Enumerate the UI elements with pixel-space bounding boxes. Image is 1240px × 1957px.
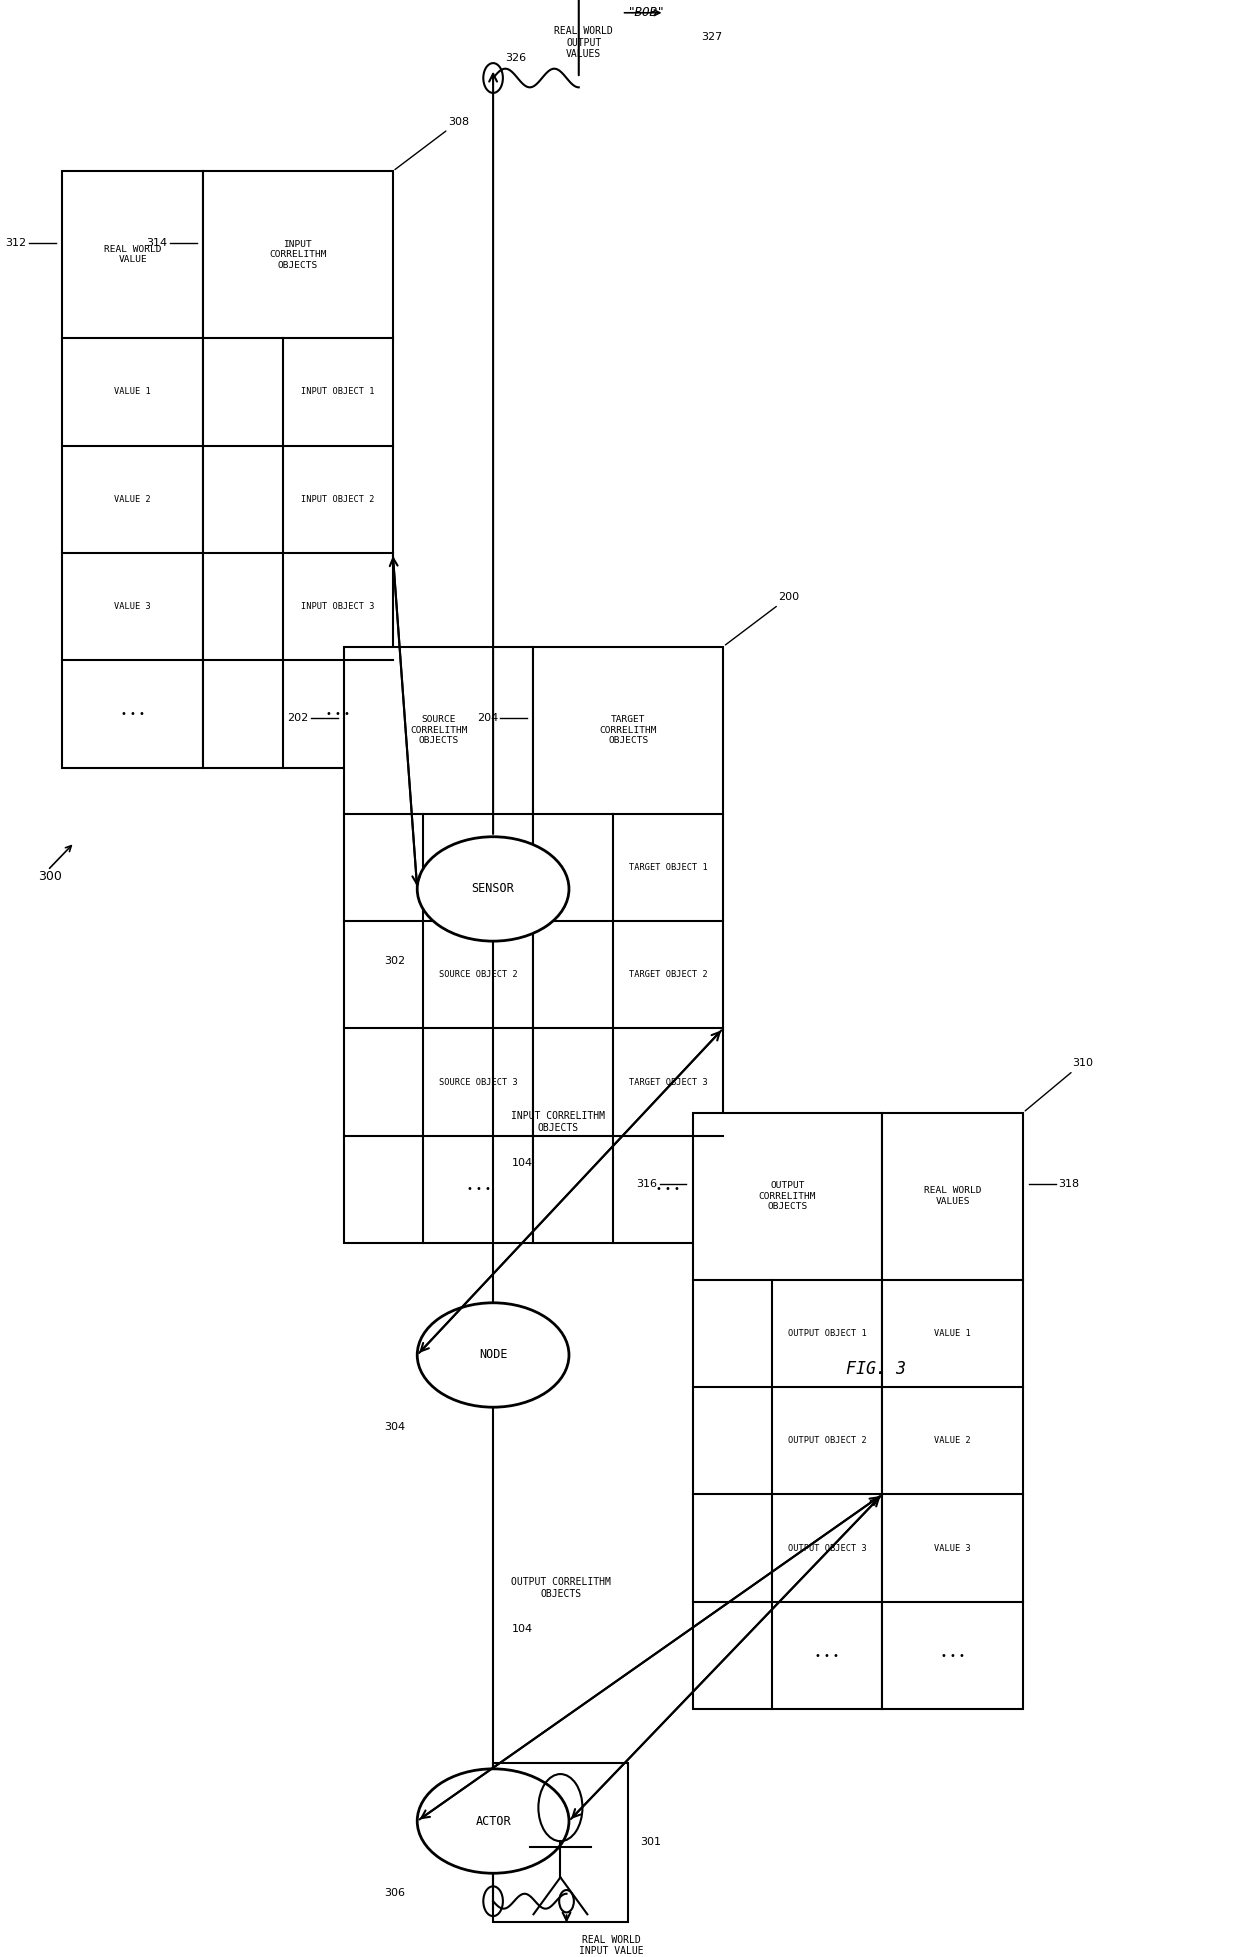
Text: 327: 327: [701, 31, 723, 41]
Text: • • •: • • •: [326, 708, 350, 718]
Text: VALUE 2: VALUE 2: [934, 1436, 971, 1446]
Text: 301: 301: [640, 1838, 661, 1847]
Text: 312: 312: [6, 239, 27, 249]
Text: 300: 300: [37, 869, 62, 883]
Text: 320: 320: [539, 1910, 560, 1920]
Text: OUTPUT CORRELITHM
OBJECTS: OUTPUT CORRELITHM OBJECTS: [511, 1577, 611, 1599]
Text: • • •: • • •: [466, 1184, 490, 1194]
Text: • • •: • • •: [656, 1184, 680, 1194]
Text: REAL WORLD
VALUE: REAL WORLD VALUE: [104, 245, 161, 264]
Bar: [494, 1763, 627, 1922]
Text: OUTPUT OBJECT 2: OUTPUT OBJECT 2: [787, 1436, 867, 1446]
Text: OUTPUT
CORRELITHM
OBJECTS: OUTPUT CORRELITHM OBJECTS: [759, 1182, 816, 1211]
Text: TARGET OBJECT 2: TARGET OBJECT 2: [629, 971, 708, 978]
Text: INPUT OBJECT 2: INPUT OBJECT 2: [301, 495, 374, 503]
Text: TARGET
CORRELITHM
OBJECTS: TARGET CORRELITHM OBJECTS: [600, 714, 657, 746]
Text: 326: 326: [506, 53, 527, 63]
Text: TARGET OBJECT 3: TARGET OBJECT 3: [629, 1078, 708, 1086]
Text: VALUE 1: VALUE 1: [114, 387, 151, 397]
Ellipse shape: [417, 1769, 569, 1873]
Text: 302: 302: [384, 957, 405, 967]
Bar: [62, 170, 203, 767]
Text: INPUT CORRELITHM
OBJECTS: INPUT CORRELITHM OBJECTS: [511, 1112, 605, 1133]
Bar: [203, 170, 393, 767]
Text: 304: 304: [384, 1423, 405, 1433]
Bar: [343, 646, 533, 1243]
Text: 318: 318: [1059, 1180, 1080, 1190]
Ellipse shape: [417, 838, 569, 941]
Bar: [693, 1114, 883, 1708]
Text: TARGET OBJECT 1: TARGET OBJECT 1: [629, 863, 708, 871]
Text: REAL WORLD
VALUES: REAL WORLD VALUES: [924, 1186, 981, 1206]
Text: SOURCE
CORRELITHM
OBJECTS: SOURCE CORRELITHM OBJECTS: [410, 714, 467, 746]
Text: NODE: NODE: [479, 1348, 507, 1362]
Text: SOURCE OBJECT 3: SOURCE OBJECT 3: [439, 1078, 518, 1086]
Text: VALUE 1: VALUE 1: [934, 1329, 971, 1339]
Text: 306: 306: [384, 1889, 405, 1898]
Text: 204: 204: [476, 712, 498, 724]
Text: SENSOR: SENSOR: [471, 883, 515, 896]
Ellipse shape: [417, 1303, 569, 1407]
Text: 314: 314: [146, 239, 167, 249]
Text: SOURCE OBJECT 2: SOURCE OBJECT 2: [439, 971, 518, 978]
Text: VALUE 2: VALUE 2: [114, 495, 151, 503]
Text: INPUT OBJECT 1: INPUT OBJECT 1: [301, 387, 374, 397]
Text: SOURCE OBJECT 1: SOURCE OBJECT 1: [439, 863, 518, 871]
Text: 308: 308: [396, 117, 469, 170]
Text: 316: 316: [636, 1180, 657, 1190]
Text: OUTPUT OBJECT 1: OUTPUT OBJECT 1: [787, 1329, 867, 1339]
Text: 310: 310: [1025, 1059, 1092, 1112]
Text: 200: 200: [725, 593, 800, 646]
Text: REAL WORLD
INPUT VALUE: REAL WORLD INPUT VALUE: [579, 1935, 644, 1957]
Text: • • •: • • •: [816, 1650, 839, 1660]
Text: • • •: • • •: [120, 708, 145, 718]
Text: ACTOR: ACTOR: [475, 1814, 511, 1828]
Text: INPUT
CORRELITHM
OBJECTS: INPUT CORRELITHM OBJECTS: [269, 241, 326, 270]
Text: 104: 104: [511, 1624, 533, 1634]
Text: 202: 202: [286, 712, 309, 724]
Text: INPUT OBJECT 3: INPUT OBJECT 3: [301, 603, 374, 611]
Text: VALUE 3: VALUE 3: [114, 603, 151, 611]
Bar: [883, 1114, 1023, 1708]
Text: • • •: • • •: [941, 1650, 965, 1660]
Text: VALUE 3: VALUE 3: [934, 1544, 971, 1552]
Text: 104: 104: [511, 1159, 533, 1168]
Text: FIG. 3: FIG. 3: [846, 1360, 905, 1378]
Text: REAL WORLD
OUTPUT
VALUES: REAL WORLD OUTPUT VALUES: [554, 25, 613, 59]
Bar: [533, 646, 723, 1243]
Text: "BOB": "BOB": [627, 6, 665, 20]
Text: OUTPUT OBJECT 3: OUTPUT OBJECT 3: [787, 1544, 867, 1552]
